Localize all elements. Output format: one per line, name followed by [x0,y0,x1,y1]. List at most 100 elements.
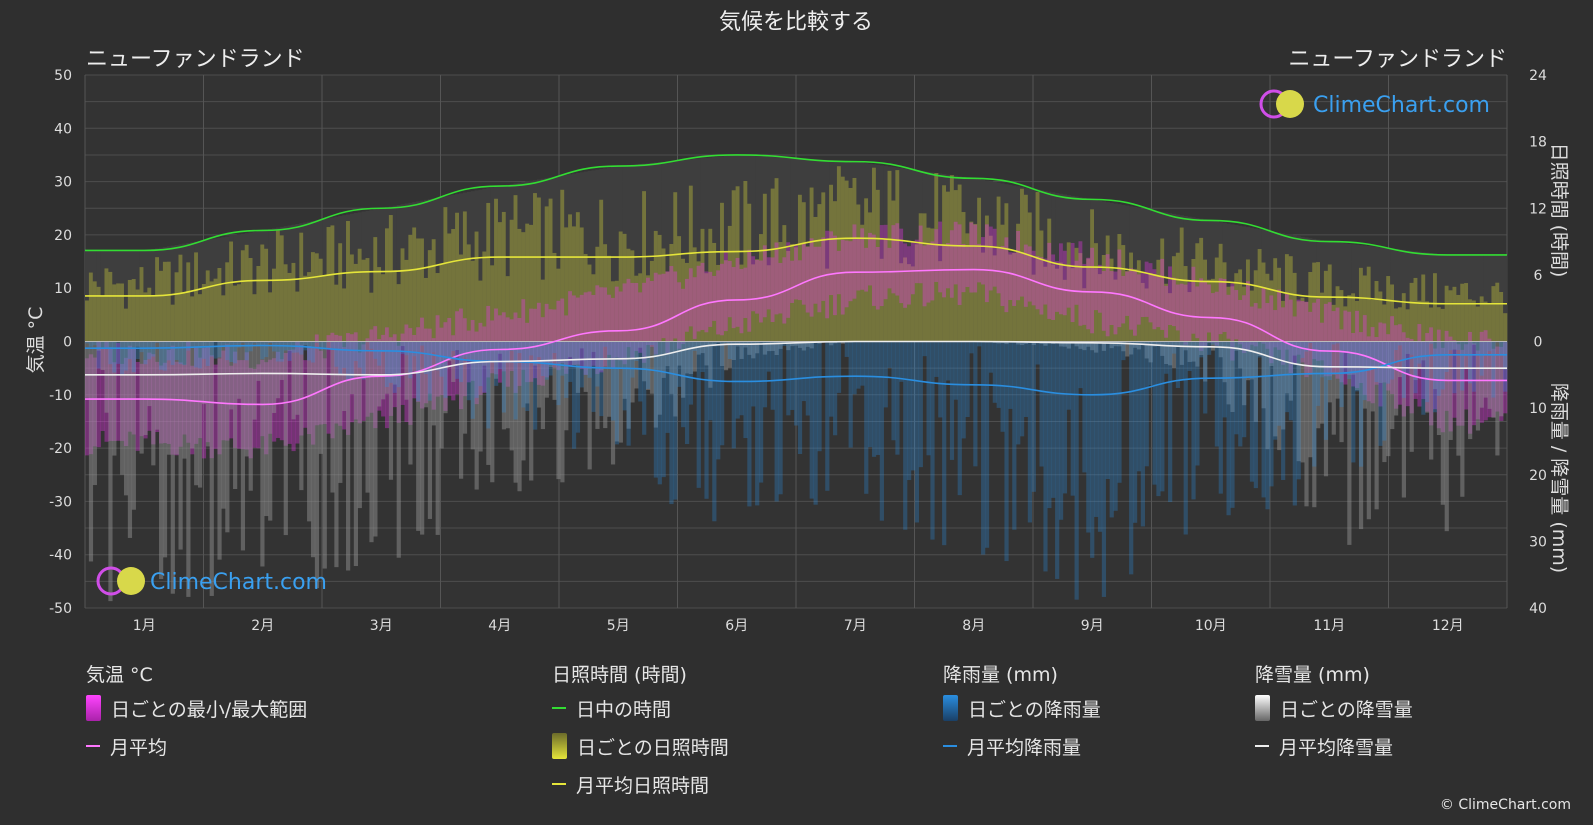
temp-range-bar [1175,284,1181,331]
sunshine-bar [439,264,444,342]
snow-bar [646,341,651,390]
sunshine-bar [868,212,873,342]
rain-bar [723,341,729,344]
daylight-bar [1171,213,1177,342]
rain-bar [1491,341,1496,398]
snow-avg-swatch [1255,745,1269,747]
rain-bar [1066,341,1071,410]
temp-range-bar [599,287,604,373]
sunshine-bar [1323,270,1329,342]
sunshine-bar [1012,252,1017,342]
rain-bar [1331,341,1336,345]
sunshine-bar [1429,307,1434,342]
snow-avg-line [85,340,1507,376]
temp-range-bar [587,291,592,369]
daylight-bar [903,168,908,342]
snow-bar [162,341,168,558]
rain-bar [926,341,931,456]
temp-range-bar [1238,299,1243,345]
month-tick-label: 6月 [725,618,748,634]
temp-range-bar [1168,266,1173,325]
snow-bar [716,341,721,343]
rain-bar [1269,341,1274,487]
daylight-bar [1004,184,1009,342]
snow-bar [688,341,694,374]
snow-bar [166,341,172,455]
rain-bar [1117,341,1122,483]
sunshine-bar [540,279,546,342]
temp-range-bar [92,357,97,447]
daylight-bar [295,223,300,342]
temp-range-bar [778,262,783,314]
sunshine-bar [131,279,136,342]
sunshine-bar [236,284,242,342]
temp-range-bar [988,226,994,291]
sunshine-bar [92,281,97,342]
rain-bar [614,341,620,445]
rain-bar [1253,341,1258,489]
rain-bar [100,341,105,349]
daylight-bar [408,202,413,342]
rain-bar [264,341,269,358]
sunshine-bar [1230,286,1235,342]
sunshine-bar [1191,258,1196,342]
legend-header: 降雨量 (mm) [943,664,1058,686]
daylight-bar [1479,254,1484,342]
rain-bar [1074,341,1079,600]
temp-range-bar [166,350,172,444]
temp-range-bar [735,257,740,327]
temp-range-bar [696,265,701,332]
rain-bar [918,341,923,468]
month-tick-label: 7月 [844,618,867,634]
temp-range-bar [1160,258,1165,330]
temp-range-bar [1351,333,1356,387]
daylight-bar [856,162,861,342]
snow-bar [108,341,113,602]
daylight-bar [505,184,510,342]
daylight-bar [268,229,273,342]
temp-range-bar [1491,348,1496,418]
rain-bar [1343,341,1348,375]
daylight-bar [1082,197,1087,342]
sunshine-bar [1331,304,1336,342]
temp-range-bar [412,335,417,399]
sunshine-bar [844,180,849,342]
rain-bar [692,341,697,351]
sunshine-bar [665,271,670,342]
temp-range-bar [961,244,966,293]
sunshine-bar [416,238,421,342]
daylight-bar [1319,240,1325,342]
sunshine-bar [1425,301,1430,342]
rain-bar [1090,341,1095,558]
daylight-bar [1183,215,1188,342]
sunshine-bar [1456,294,1461,342]
temp-range-bar [408,328,413,425]
right-axis-label-bottom: 降雨量 / 降雪量 (mm) [1548,383,1570,573]
sunshine-bar [1195,243,1200,342]
daylight-bar [533,180,538,342]
sunshine-bar [307,272,312,342]
rain-bar [1456,341,1461,351]
daylight-bar [1405,250,1410,342]
sunshine-bar [466,244,471,342]
temp-range-bar [965,246,970,287]
daylight-bar [455,194,460,342]
daylight-bar [264,229,269,342]
rain-bar [603,341,608,347]
snow-bar [1319,341,1325,424]
snow-bar [501,341,507,430]
rain-bar [583,341,588,375]
temp-range-bar [716,270,721,335]
temp-range-bar [992,228,997,287]
snow-bar [661,341,666,378]
temp-range-bar [256,364,261,449]
snow-bar [1394,341,1399,416]
sunshine-bar [735,186,740,342]
daylight-bar [1253,228,1258,342]
temp-range-bar [618,291,623,361]
right-top-tick-label: 0 [1534,335,1543,351]
daylight-bar [396,204,401,342]
rain-bar [1390,341,1395,380]
snow-bar [408,341,413,465]
daylight-bar [942,174,947,342]
